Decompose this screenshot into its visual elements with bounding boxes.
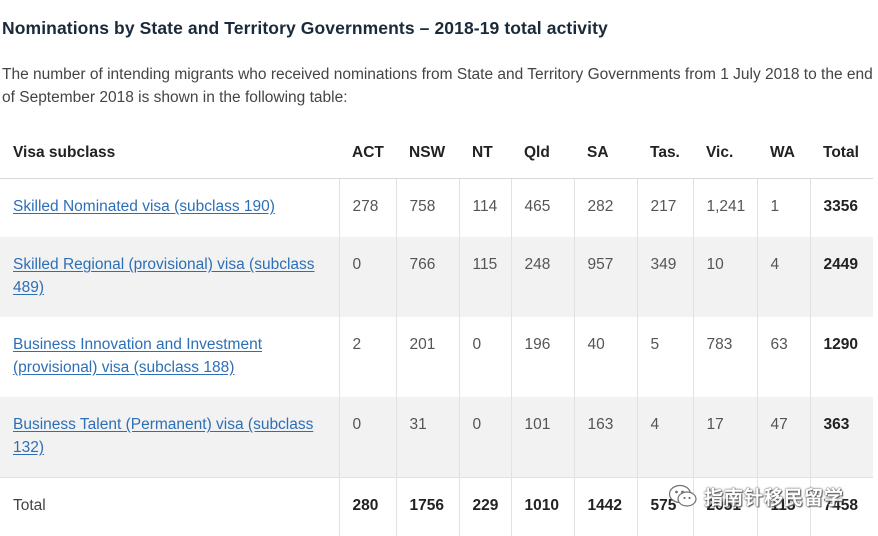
col-header-total: Total — [810, 128, 873, 179]
cell-sa: 957 — [574, 237, 637, 317]
col-header-sa: SA — [574, 128, 637, 179]
nominations-table: Visa subclass ACT NSW NT Qld SA Tas. Vic… — [0, 128, 873, 536]
cell-total: 363 — [810, 397, 873, 478]
table-row: Skilled Nominated visa (subclass 190) 27… — [0, 179, 873, 238]
grand-total: 7458 — [810, 478, 873, 536]
cell-nsw: 766 — [396, 237, 459, 317]
cell-tas: 5 — [637, 317, 693, 397]
cell-nt: 115 — [459, 237, 511, 317]
table-row: Skilled Regional (provisional) visa (sub… — [0, 237, 873, 317]
cell-wa: 63 — [757, 317, 810, 397]
cell-total: 2449 — [810, 237, 873, 317]
cell-nsw: 201 — [396, 317, 459, 397]
visa-link-190[interactable]: Skilled Nominated visa (subclass 190) — [13, 198, 275, 215]
cell-total: 3356 — [810, 179, 873, 238]
cell-vic: 1,241 — [693, 179, 757, 238]
total-label: Total — [0, 478, 339, 536]
cell-sa: 163 — [574, 397, 637, 478]
total-tas: 575 — [637, 478, 693, 536]
visa-cell: Skilled Regional (provisional) visa (sub… — [0, 237, 339, 317]
cell-vic: 10 — [693, 237, 757, 317]
table-total-row: Total 280 1756 229 1010 1442 575 2051 11… — [0, 478, 873, 536]
total-qld: 1010 — [511, 478, 574, 536]
cell-qld: 196 — [511, 317, 574, 397]
cell-act: 0 — [339, 397, 396, 478]
cell-nt: 114 — [459, 179, 511, 238]
cell-wa: 4 — [757, 237, 810, 317]
table-row: Business Talent (Permanent) visa (subcla… — [0, 397, 873, 478]
cell-vic: 783 — [693, 317, 757, 397]
cell-qld: 248 — [511, 237, 574, 317]
cell-tas: 4 — [637, 397, 693, 478]
page-title: Nominations by State and Territory Gover… — [2, 18, 608, 39]
col-header-tas: Tas. — [637, 128, 693, 179]
intro-paragraph: The number of intending migrants who rec… — [2, 63, 874, 109]
visa-link-489[interactable]: Skilled Regional (provisional) visa (sub… — [13, 256, 315, 296]
cell-act: 2 — [339, 317, 396, 397]
cell-qld: 101 — [511, 397, 574, 478]
cell-vic: 17 — [693, 397, 757, 478]
col-header-act: ACT — [339, 128, 396, 179]
total-sa: 1442 — [574, 478, 637, 536]
total-act: 280 — [339, 478, 396, 536]
cell-nt: 0 — [459, 397, 511, 478]
visa-cell: Business Talent (Permanent) visa (subcla… — [0, 397, 339, 478]
cell-sa: 282 — [574, 179, 637, 238]
cell-total: 1290 — [810, 317, 873, 397]
col-header-vic: Vic. — [693, 128, 757, 179]
cell-nsw: 31 — [396, 397, 459, 478]
col-header-nsw: NSW — [396, 128, 459, 179]
cell-wa: 1 — [757, 179, 810, 238]
cell-nt: 0 — [459, 317, 511, 397]
total-nt: 229 — [459, 478, 511, 536]
cell-act: 0 — [339, 237, 396, 317]
cell-tas: 217 — [637, 179, 693, 238]
visa-cell: Skilled Nominated visa (subclass 190) — [0, 179, 339, 238]
cell-act: 278 — [339, 179, 396, 238]
visa-link-132[interactable]: Business Talent (Permanent) visa (subcla… — [13, 416, 313, 456]
cell-sa: 40 — [574, 317, 637, 397]
cell-qld: 465 — [511, 179, 574, 238]
table-row: Business Innovation and Investment (prov… — [0, 317, 873, 397]
total-vic: 2051 — [693, 478, 757, 536]
total-nsw: 1756 — [396, 478, 459, 536]
visa-link-188[interactable]: Business Innovation and Investment (prov… — [13, 336, 262, 376]
visa-cell: Business Innovation and Investment (prov… — [0, 317, 339, 397]
col-header-qld: Qld — [511, 128, 574, 179]
col-header-nt: NT — [459, 128, 511, 179]
col-header-wa: WA — [757, 128, 810, 179]
col-header-visa-subclass: Visa subclass — [0, 128, 339, 179]
table-header-row: Visa subclass ACT NSW NT Qld SA Tas. Vic… — [0, 128, 873, 179]
cell-wa: 47 — [757, 397, 810, 478]
cell-tas: 349 — [637, 237, 693, 317]
cell-nsw: 758 — [396, 179, 459, 238]
total-wa: 115 — [757, 478, 810, 536]
